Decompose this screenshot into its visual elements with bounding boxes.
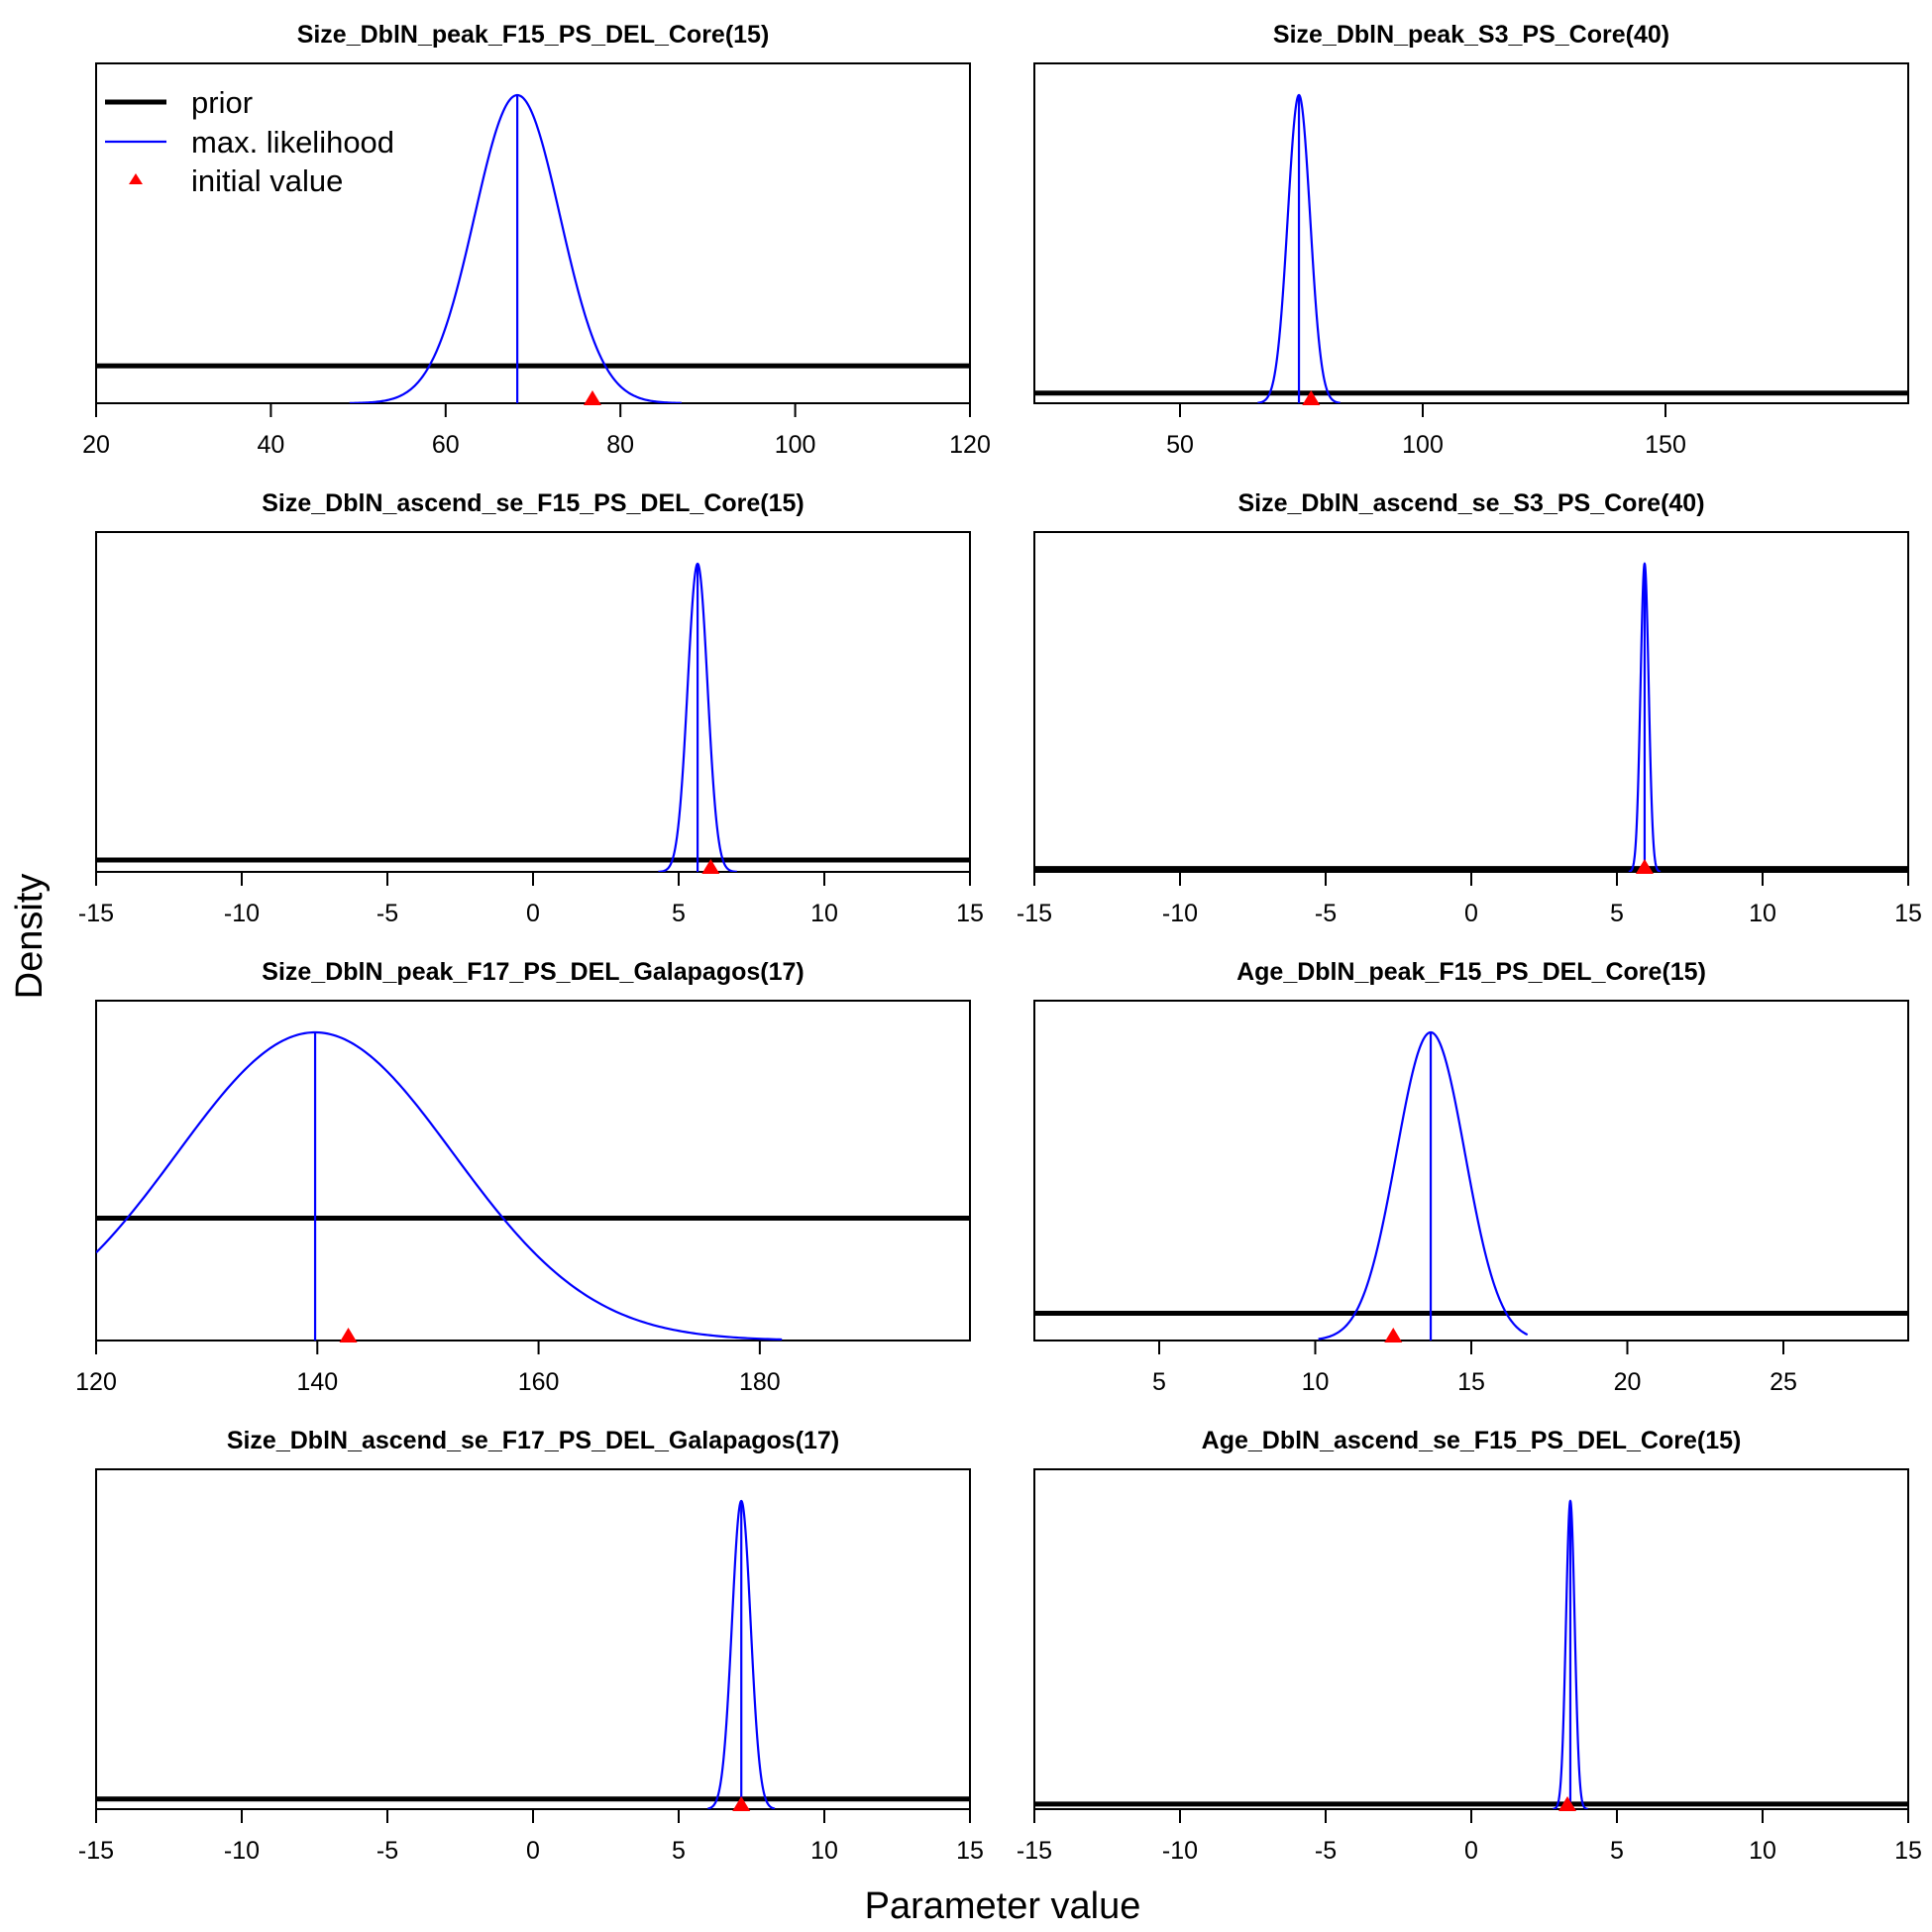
legend: prior max. likelihood initial value: [105, 85, 394, 198]
x-tick-label: -5: [376, 1837, 398, 1865]
panel-title: Age_DblN_ascend_se_F15_PS_DEL_Core(15): [1202, 1427, 1742, 1454]
x-tick-label: -5: [1315, 1837, 1337, 1865]
initial-value-marker: [701, 859, 720, 874]
panel-title: Size_DblN_peak_F17_PS_DEL_Galapagos(17): [262, 958, 804, 986]
x-tick-label: 0: [526, 1837, 540, 1865]
x-tick-label: 0: [1464, 900, 1478, 927]
panel-title: Size_DblN_ascend_se_S3_PS_Core(40): [1237, 489, 1704, 517]
figure-labels: Density Parameter value: [9, 874, 1140, 1927]
x-tick-label: 120: [949, 431, 991, 459]
plot-frame: [1033, 62, 1909, 404]
initial-value-marker: [1384, 1328, 1403, 1342]
x-tick-label: 20: [1614, 1368, 1642, 1396]
y-axis-label: Density: [9, 874, 51, 1000]
initial-value-marker: [732, 1796, 751, 1811]
panel-8: Age_DblN_ascend_se_F15_PS_DEL_Core(15) -1…: [1017, 1427, 1922, 1865]
panel-1: Size_DblN_peak_F15_PS_DEL_Core(15) 20 40 60…: [82, 21, 991, 459]
plot-frame: [1033, 531, 1909, 873]
x-tick-label: 0: [1464, 1837, 1478, 1865]
x-axis-label: Parameter value: [865, 1885, 1141, 1927]
x-tick-label: -5: [376, 900, 398, 927]
likelihood-curve: [349, 93, 682, 403]
x-tick-label: 15: [1894, 1837, 1922, 1865]
x-tick-label: 140: [296, 1368, 338, 1396]
x-tick-label: -15: [1017, 1837, 1052, 1865]
x-tick-label: 10: [810, 1837, 838, 1865]
panel-title: Size_DblN_ascend_se_F15_PS_DEL_Core(15): [262, 489, 805, 517]
likelihood-curve: [96, 1030, 783, 1341]
x-tick-label: -15: [78, 1837, 114, 1865]
panel-title: Age_DblN_peak_F15_PS_DEL_Core(15): [1236, 958, 1706, 986]
x-tick-label: 120: [75, 1368, 117, 1396]
x-tick-label: -15: [78, 900, 114, 927]
x-tick-label: 150: [1645, 431, 1686, 459]
legend-initial-swatch: [129, 173, 143, 184]
x-tick-label: 60: [432, 431, 460, 459]
panel-2: Size_DblN_peak_S3_PS_Core(40) 50 100 150: [1033, 21, 1909, 459]
likelihood-curve: [1318, 1030, 1529, 1341]
x-tick-label: 40: [257, 431, 284, 459]
x-tick-label: 5: [672, 900, 686, 927]
x-tick-label: -10: [224, 900, 260, 927]
initial-value-marker: [1558, 1796, 1577, 1811]
panel-6: Age_DblN_peak_F15_PS_DEL_Core(15) 5 10 15 20…: [1033, 958, 1909, 1396]
x-tick-label: 5: [672, 1837, 686, 1865]
initial-value-marker: [1635, 859, 1654, 874]
x-tick-label: 160: [518, 1368, 560, 1396]
x-tick-label: 100: [775, 431, 816, 459]
x-tick-label: 100: [1402, 431, 1444, 459]
x-tick-label: 0: [526, 900, 540, 927]
panel-3: Size_DblN_ascend_se_F15_PS_DEL_Core(15) -…: [78, 489, 984, 927]
x-tick-label: 5: [1610, 1837, 1624, 1865]
x-tick-label: 20: [82, 431, 110, 459]
x-tick-label: -15: [1017, 900, 1052, 927]
panel-5: Size_DblN_peak_F17_PS_DEL_Galapagos(17) 1…: [75, 958, 971, 1396]
x-tick-label: -10: [1162, 1837, 1198, 1865]
panel-title: Size_DblN_peak_S3_PS_Core(40): [1273, 21, 1669, 49]
panel-4: Size_DblN_ascend_se_S3_PS_Core(40) -15 -10…: [1017, 489, 1922, 927]
x-tick-label: -5: [1315, 900, 1337, 927]
x-tick-label: -10: [1162, 900, 1198, 927]
x-tick-label: 5: [1610, 900, 1624, 927]
x-tick-label: 15: [1894, 900, 1922, 927]
panel-7: Size_DblN_ascend_se_F17_PS_DEL_Galapagos…: [78, 1427, 984, 1865]
x-tick-label: 10: [1302, 1368, 1330, 1396]
x-tick-label: 15: [956, 1837, 984, 1865]
x-tick-label: 10: [810, 900, 838, 927]
legend-prior-label: prior: [191, 85, 253, 120]
x-tick-label: 10: [1749, 1837, 1776, 1865]
x-tick-label: 180: [739, 1368, 781, 1396]
legend-likelihood-label: max. likelihood: [191, 125, 394, 160]
x-tick-label: 80: [606, 431, 634, 459]
panel-title: Size_DblN_ascend_se_F17_PS_DEL_Galapagos…: [227, 1427, 839, 1454]
x-tick-label: 5: [1152, 1368, 1166, 1396]
x-tick-label: 10: [1749, 900, 1776, 927]
x-tick-label: 50: [1166, 431, 1194, 459]
x-tick-label: 25: [1770, 1368, 1797, 1396]
plot-frame: [95, 1468, 971, 1810]
panel-title: Size_DblN_peak_F15_PS_DEL_Core(15): [297, 21, 770, 49]
plot-frame: [95, 1000, 971, 1342]
legend-initial-label: initial value: [191, 163, 343, 198]
initial-value-marker: [583, 390, 601, 405]
x-tick-label: -10: [224, 1837, 260, 1865]
plot-frame: [1033, 1000, 1909, 1342]
plot-frame: [1033, 1468, 1909, 1810]
x-tick-label: 15: [956, 900, 984, 927]
plot-frame: [95, 531, 971, 873]
initial-value-marker: [1302, 390, 1321, 405]
x-tick-label: 15: [1457, 1368, 1485, 1396]
initial-value-marker: [339, 1328, 358, 1342]
